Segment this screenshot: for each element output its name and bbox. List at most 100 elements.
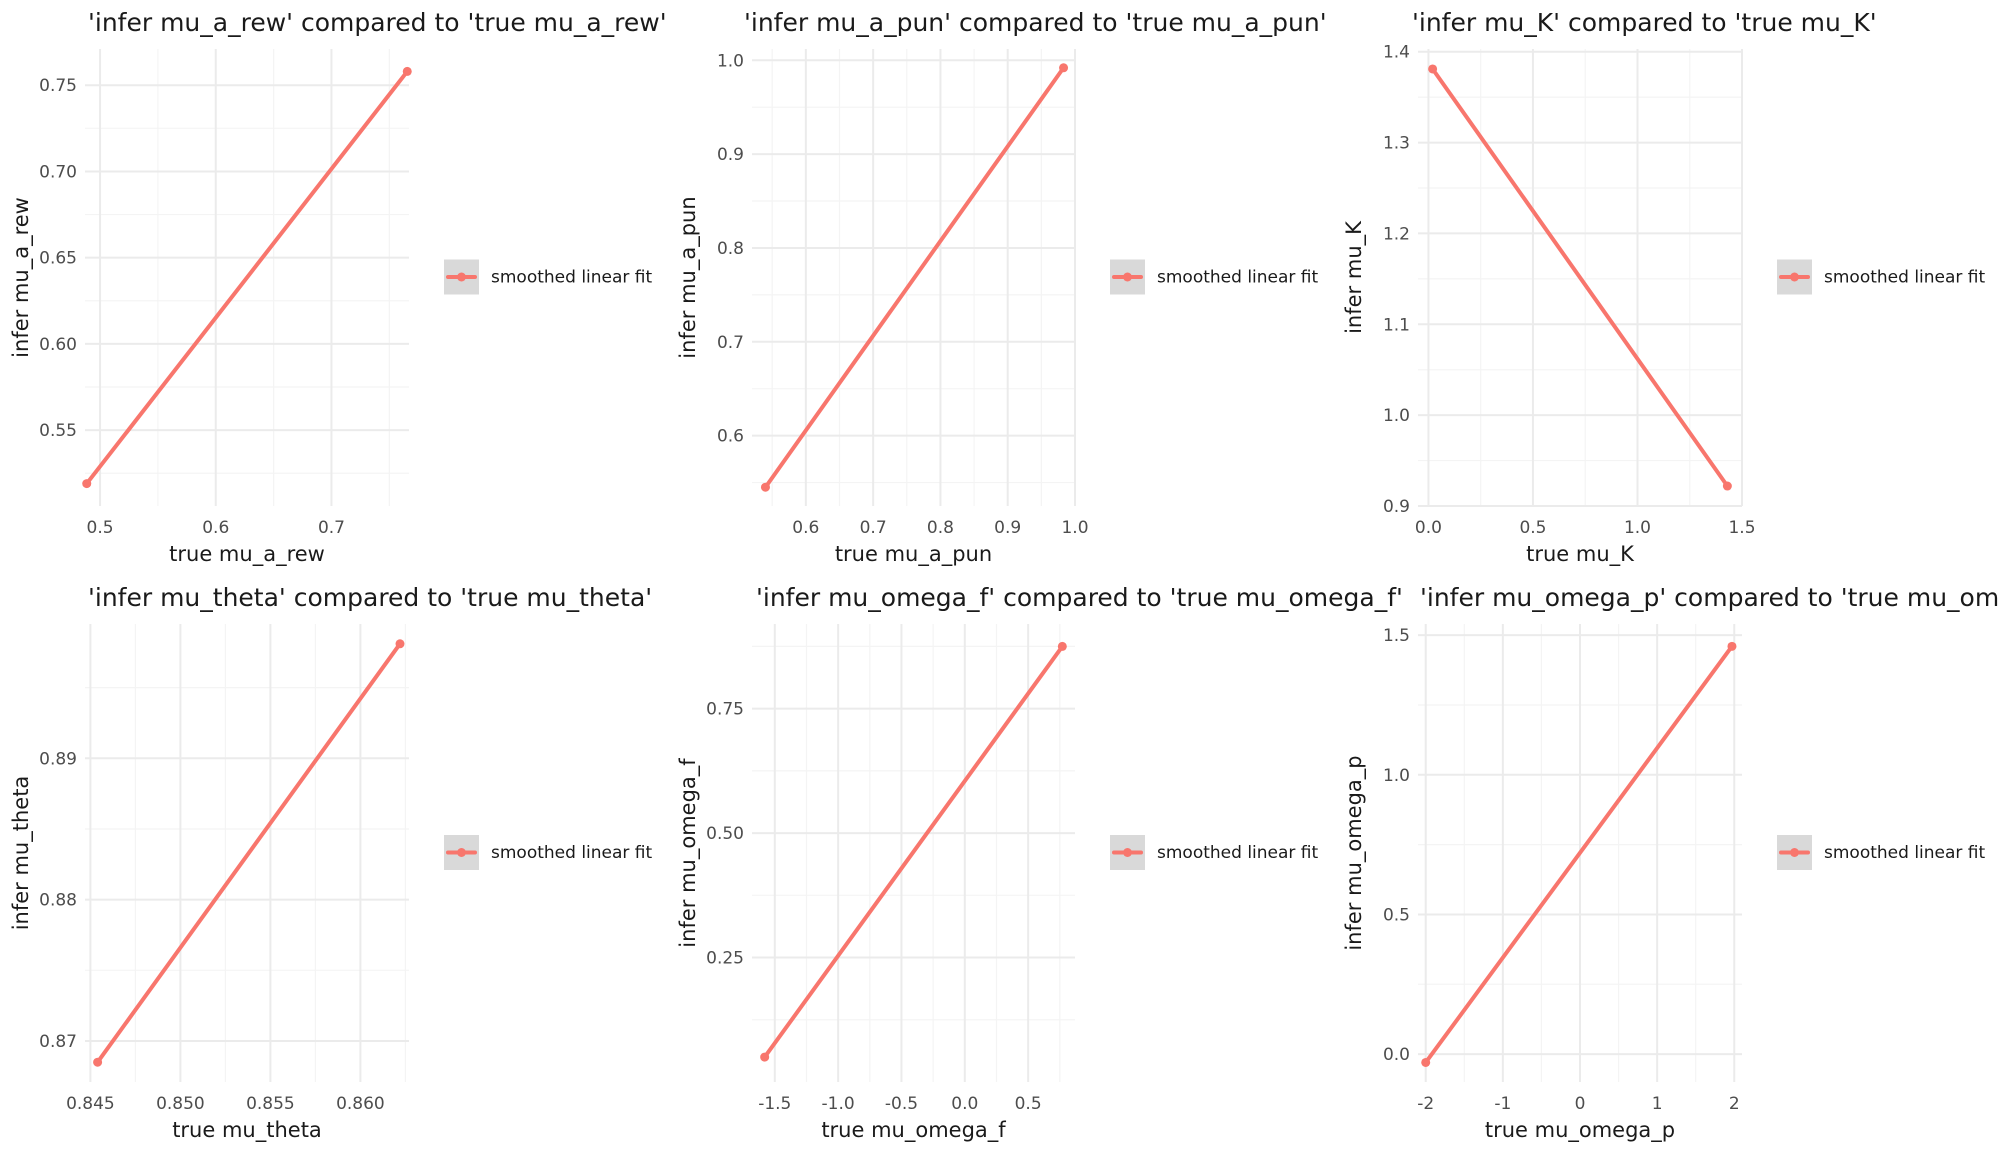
chart-1-y-tick-label: 0.60 bbox=[39, 335, 77, 355]
chart-2-legend-key-point bbox=[1123, 272, 1132, 282]
chart-6-title: 'infer mu_omega_p' compared to 'true mu_… bbox=[1420, 583, 2000, 612]
chart-6-data-point bbox=[1727, 641, 1737, 651]
chart-2-title: 'infer mu_a_pun' compared to 'true mu_a_… bbox=[744, 8, 1327, 37]
chart-4-legend: smoothed linear fit bbox=[444, 835, 653, 870]
chart-2-y-axis-title: infer mu_a_pun bbox=[676, 196, 701, 358]
chart-1-panel: 0.5 0.6 0.7 0.55 0.60 0.65 0.70 0.75 'infer mu_a… bbox=[9, 8, 667, 567]
chart-3-y-tick-label: 1.3 bbox=[1383, 134, 1410, 154]
chart-1-x-axis-title: true mu_a_rew bbox=[169, 542, 325, 567]
chart-5-title: 'infer mu_omega_f' compared to 'true mu_… bbox=[756, 583, 1403, 612]
chart-2-x-tick-label: 0.7 bbox=[860, 518, 887, 538]
chart-4-data-point bbox=[395, 639, 405, 649]
chart-3-x-tick-label: 0.0 bbox=[1415, 518, 1442, 538]
chart-3-y-axis-title: infer mu_K bbox=[1342, 220, 1367, 334]
chart-6-y-tick-label: 0.0 bbox=[1383, 1045, 1410, 1065]
chart-5-legend-key-point bbox=[1123, 848, 1132, 857]
chart-5-x-tick-label: 0.5 bbox=[1015, 1094, 1042, 1114]
chart-1-title: 'infer mu_a_rew' compared to 'true mu_a_… bbox=[88, 8, 667, 37]
chart-2-y-tick-label: 0.7 bbox=[717, 333, 744, 353]
chart-6-legend-key-point bbox=[1790, 848, 1799, 857]
chart-5-y-tick-label: 0.50 bbox=[706, 824, 744, 844]
chart-2-data-point bbox=[1059, 63, 1069, 73]
chart-3-y-tick-label: 0.9 bbox=[1383, 497, 1410, 517]
chart-2-x-tick-label: 0.9 bbox=[994, 518, 1021, 538]
chart-2-y-tick-label: 0.8 bbox=[717, 239, 744, 259]
chart-6-y-tick-label: 0.5 bbox=[1383, 905, 1410, 925]
chart-6-x-tick-label: -2 bbox=[1417, 1094, 1434, 1114]
chart-6-panel: -2 -1 0 1 2 0.0 0.5 1.0 1.5 'infer mu_omega_p' co… bbox=[1342, 583, 2000, 1143]
chart-5-x-tick-label: -1.5 bbox=[758, 1094, 791, 1114]
chart-6-x-axis-title: true mu_omega_p bbox=[1485, 1118, 1675, 1143]
chart-3-y-tick-label: 1.1 bbox=[1383, 315, 1410, 335]
chart-1-x-tick-label: 0.5 bbox=[87, 518, 114, 538]
chart-1-y-tick-label: 0.55 bbox=[39, 421, 77, 441]
chart-4-panel: 0.845 0.850 0.855 0.860 0.87 0.88 0.89 'infer m… bbox=[9, 583, 653, 1143]
chart-4-x-tick-label: 0.845 bbox=[66, 1094, 115, 1114]
chart-3-y-tick-label: 1.0 bbox=[1383, 406, 1410, 426]
chart-6-data-point bbox=[1421, 1057, 1431, 1067]
chart-1-legend-label: smoothed linear fit bbox=[491, 268, 653, 288]
chart-3-x-tick-label: 1.0 bbox=[1624, 518, 1651, 538]
chart-2-x-tick-label: 0.6 bbox=[792, 518, 819, 538]
chart-3-x-axis-title: true mu_K bbox=[1526, 542, 1635, 567]
chart-3-legend: smoothed linear fit bbox=[1777, 259, 1986, 295]
chart-4-y-tick-label: 0.89 bbox=[39, 749, 77, 769]
chart-6-legend: smoothed linear fit bbox=[1777, 835, 1986, 870]
chart-4-title: 'infer mu_theta' compared to 'true mu_th… bbox=[88, 583, 652, 612]
chart-2-x-tick-label: 0.8 bbox=[927, 518, 954, 538]
chart-1-series-line bbox=[84, 69, 410, 486]
chart-3-legend-key-point bbox=[1790, 272, 1799, 282]
chart-1-data-point bbox=[402, 66, 412, 76]
chart-2-legend: smoothed linear fit bbox=[1110, 259, 1319, 295]
chart-2-panel: 0.6 0.7 0.8 0.9 1.00.60.70.80.91.0'infer mu_… bbox=[676, 8, 1327, 567]
chart-4-legend-key-point bbox=[457, 848, 466, 857]
chart-4-legend-label: smoothed linear fit bbox=[491, 843, 653, 863]
chart-5-y-tick-label: 0.75 bbox=[706, 700, 744, 720]
chart-3-data-point bbox=[1722, 481, 1732, 491]
chart-1-y-tick-label: 0.70 bbox=[39, 162, 77, 182]
chart-6-x-tick-label: -1 bbox=[1494, 1094, 1511, 1114]
chart-1-x-tick-label: 0.6 bbox=[202, 518, 229, 538]
chart-5-x-tick-label: -1.0 bbox=[822, 1094, 855, 1114]
chart-4-x-tick-label: 0.860 bbox=[336, 1094, 385, 1114]
chart-3-series-line bbox=[1430, 66, 1730, 489]
chart-1-legend-key-point bbox=[457, 272, 466, 282]
chart-2-series-line bbox=[763, 65, 1066, 490]
chart-5-y-axis-title: infer mu_omega_f bbox=[676, 758, 701, 948]
chart-3-x-tick-label: 1.5 bbox=[1728, 518, 1755, 538]
chart-5-y-tick-label: 0.25 bbox=[706, 949, 744, 969]
chart-3-y-tick-label: 1.2 bbox=[1383, 224, 1410, 244]
chart-2-y-tick-label: 1.0 bbox=[717, 51, 744, 71]
chart-4-y-tick-label: 0.88 bbox=[39, 891, 77, 911]
chart-5-legend: smoothed linear fit bbox=[1110, 835, 1319, 870]
chart-6-y-tick-label: 1.0 bbox=[1383, 766, 1410, 786]
chart-2-x-axis-title: true mu_a_pun bbox=[835, 542, 992, 567]
chart-3-title: 'infer mu_K' compared to 'true mu_K' bbox=[1412, 8, 1877, 37]
chart-3-x-tick-label: 0.5 bbox=[1519, 518, 1546, 538]
chart-4-x-tick-label: 0.855 bbox=[246, 1094, 295, 1114]
chart-6-x-tick-label: 2 bbox=[1729, 1094, 1740, 1114]
chart-1-y-tick-label: 0.65 bbox=[39, 249, 77, 269]
chart-6-x-tick-label: 0 bbox=[1575, 1094, 1586, 1114]
chart-1-x-tick-label: 0.7 bbox=[318, 518, 345, 538]
chart-2-data-point bbox=[760, 482, 770, 492]
chart-2-y-tick-label: 0.6 bbox=[717, 427, 744, 447]
chart-5-x-axis-title: true mu_omega_f bbox=[821, 1118, 1006, 1143]
chart-2-y-tick-label: 0.9 bbox=[717, 145, 744, 165]
chart-4-x-axis-title: true mu_theta bbox=[172, 1118, 322, 1143]
chart-5-x-tick-label: -0.5 bbox=[885, 1094, 918, 1114]
chart-3-legend-label: smoothed linear fit bbox=[1824, 268, 1986, 288]
chart-3-panel: 0.0 0.5 1.0 1.5 0.9 1.0 1.1 1.2 1.3 1.4'infer mu_… bbox=[1342, 8, 1986, 567]
chart-1-legend: smoothed linear fit bbox=[444, 259, 653, 295]
chart-5-series-line bbox=[762, 644, 1065, 1060]
chart-6-x-tick-label: 1 bbox=[1652, 1094, 1663, 1114]
chart-2-x-tick-label: 1.0 bbox=[1061, 518, 1088, 538]
chart-4-y-tick-label: 0.87 bbox=[39, 1032, 77, 1052]
chart-5-data-point bbox=[1057, 641, 1067, 651]
chart-6-series-line bbox=[1423, 644, 1734, 1065]
chart-5-legend-label: smoothed linear fit bbox=[1157, 843, 1319, 863]
chart-3-y-tick-label: 1.4 bbox=[1383, 43, 1410, 63]
chart-5-x-tick-label: 0.0 bbox=[951, 1094, 978, 1114]
chart-4-x-tick-label: 0.850 bbox=[156, 1094, 205, 1114]
